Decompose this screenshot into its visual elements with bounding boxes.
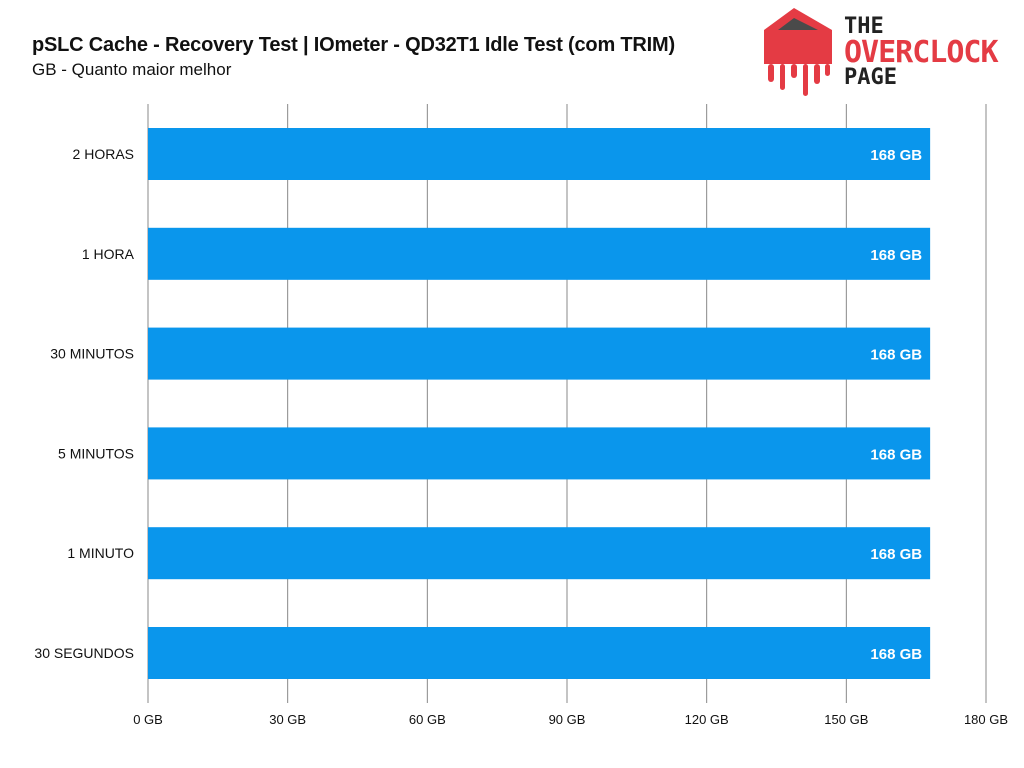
brand-logo: THE OVERCLOCK PAGE <box>760 4 1022 100</box>
logo-line-page: PAGE <box>844 65 897 90</box>
x-tick-label: 90 GB <box>549 712 586 727</box>
data-label: 168 GB <box>870 247 922 264</box>
bar <box>148 527 931 580</box>
chart-title: pSLC Cache - Recovery Test | IOmeter - Q… <box>32 34 675 56</box>
category-label: 2 HORAS <box>73 146 134 162</box>
bar <box>148 627 931 679</box>
data-label: 168 GB <box>870 646 922 663</box>
category-label: 1 HORA <box>82 246 135 262</box>
bar <box>148 227 931 280</box>
x-tick-label: 180 GB <box>964 712 1008 727</box>
bar <box>148 427 931 480</box>
category-label: 30 MINUTOS <box>50 346 134 362</box>
chart-subtitle: GB - Quanto maior melhor <box>32 60 232 79</box>
x-tick-label: 150 GB <box>824 712 868 727</box>
logo-line-the: THE <box>844 14 884 39</box>
bar <box>148 128 931 180</box>
overclock-chip-icon <box>764 8 832 96</box>
category-label: 5 MINUTOS <box>58 445 134 461</box>
data-label: 168 GB <box>870 546 922 563</box>
data-label: 168 GB <box>870 347 922 364</box>
bar <box>148 327 931 380</box>
x-tick-label: 60 GB <box>409 712 446 727</box>
category-label: 1 MINUTO <box>67 545 134 561</box>
data-label: 168 GB <box>870 147 922 164</box>
x-tick-label: 30 GB <box>269 712 306 727</box>
data-label: 168 GB <box>870 446 922 463</box>
x-tick-label: 0 GB <box>133 712 163 727</box>
x-tick-label: 120 GB <box>685 712 729 727</box>
logo-line-overclock: OVERCLOCK <box>844 35 999 70</box>
category-label: 30 SEGUNDOS <box>34 645 134 661</box>
